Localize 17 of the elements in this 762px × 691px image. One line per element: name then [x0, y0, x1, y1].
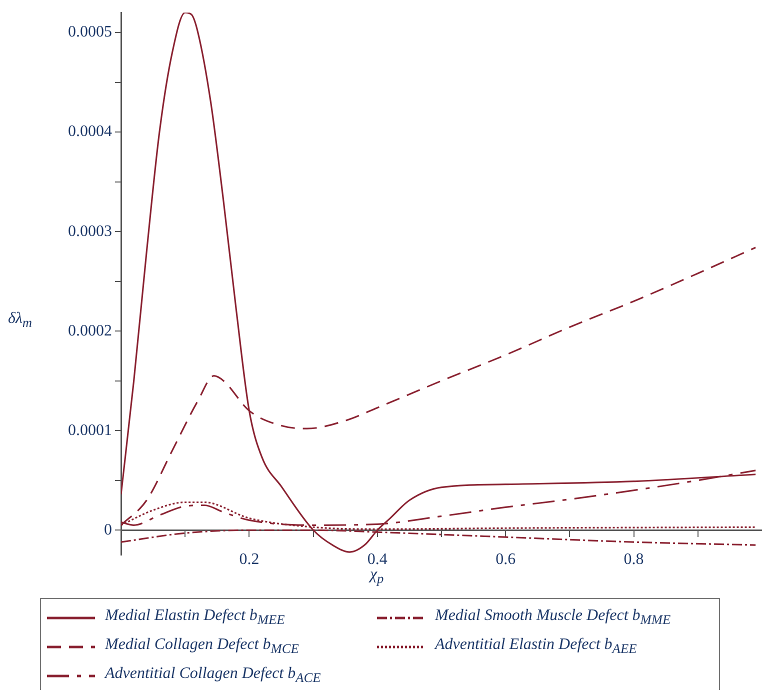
y-tick-label: 0.0001 [68, 422, 112, 439]
y-tick-label: 0.0004 [68, 123, 112, 140]
legend-label: Medial Collagen Defect b$_{MCE}$ [105, 636, 299, 658]
y-tick-label: 0.0003 [68, 222, 112, 240]
legend-label: Adventitial Collagen Defect b$_{ACE}$ [105, 664, 321, 686]
y-axis-title: δλ$_{m}$ [8, 310, 32, 332]
y-tick-label: 0 [104, 521, 112, 538]
x-tick-label: 0.6 [496, 550, 516, 568]
y-tick-label: 0.0002 [68, 322, 112, 340]
x-axis-title: χ$_{p}$ [370, 566, 384, 588]
legend-label: Medial Elastin Defect b$_{MEE}$ [105, 606, 285, 628]
x-tick-label: 0.2 [239, 550, 260, 568]
legend-label: Adventitial Elastin Defect b$_{AEE}$ [435, 636, 637, 658]
x-tick-label: 0.8 [624, 550, 644, 568]
legend-label: Medial Smooth Muscle Defect b$_{MME}$ [435, 606, 671, 628]
x-tick-label: 0.4 [367, 550, 388, 568]
y-tick-label: 0.0005 [68, 24, 112, 41]
